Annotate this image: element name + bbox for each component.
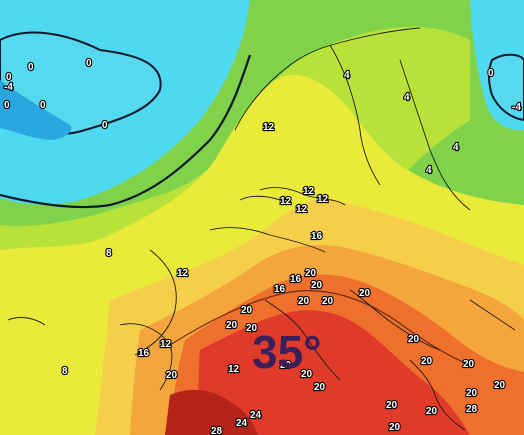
isotherm-label: 20 xyxy=(426,406,438,417)
isotherm-label: -4 xyxy=(4,82,13,93)
isotherm-label: 20 xyxy=(359,288,371,299)
isotherm-labels: 0 0 0 -4 0 0 0 4 4 4 4 12 12 12 12 12 16… xyxy=(3,57,523,435)
isotherm-label: 12 xyxy=(280,196,292,207)
isotherm-label: 0 xyxy=(488,68,494,79)
isotherm-label: 24 xyxy=(236,418,248,429)
isotherm-label: 20 xyxy=(166,370,178,381)
isotherm-label: 28 xyxy=(211,426,223,435)
isotherm-label: 4 xyxy=(404,92,410,103)
isotherm-label: 16 xyxy=(274,284,286,295)
isotherm-label: 12 xyxy=(177,268,189,279)
isotherm-label: 12 xyxy=(228,364,240,375)
headline-temperature: 35° xyxy=(252,326,322,378)
isotherm-label: 20 xyxy=(305,268,317,279)
isotherm-label: 20 xyxy=(280,360,292,371)
isotherm-label: 8 xyxy=(106,248,112,259)
isotherm-label: 0 xyxy=(28,62,34,73)
isotherm-label: 20 xyxy=(463,359,475,370)
isotherm-label: 20 xyxy=(494,380,506,391)
isotherm-label: 12 xyxy=(160,339,172,350)
isotherm-label: 20 xyxy=(226,320,238,331)
isotherm-label: 4 xyxy=(426,165,432,176)
extreme-core xyxy=(165,389,258,435)
isotherm-label: 20 xyxy=(386,400,398,411)
isotherm-label: 8 xyxy=(62,366,68,377)
isotherm-label: 20 xyxy=(322,296,334,307)
isotherm-line-0 xyxy=(0,54,252,209)
isotherm-label: -4 xyxy=(512,102,521,113)
isotherm-label: 20 xyxy=(389,422,401,433)
isotherm-label: 16 xyxy=(290,274,302,285)
isotherm-label: 20 xyxy=(298,296,310,307)
isotherm-label: 20 xyxy=(314,382,326,393)
isotherm-label: 16 xyxy=(138,348,150,359)
isotherm-label: 12 xyxy=(296,204,308,215)
isotherm-label: 20 xyxy=(408,334,420,345)
isotherm-label: 20 xyxy=(466,388,478,399)
isotherm-label: 24 xyxy=(250,410,262,421)
isotherm-label: 0 xyxy=(40,100,46,111)
isotherm-label: 20 xyxy=(246,323,258,334)
isotherm-label: 4 xyxy=(344,70,350,81)
isotherm-label: 12 xyxy=(263,122,275,133)
isotherm-label: 0 xyxy=(86,58,92,69)
isotherm-label: 20 xyxy=(301,369,313,380)
isotherm-label: 20 xyxy=(311,280,323,291)
borders xyxy=(7,27,516,431)
isotherm-label: 4 xyxy=(453,142,459,153)
isotherm-label: 0 xyxy=(4,100,10,111)
isotherm-label: 0 xyxy=(6,72,12,83)
extreme-region xyxy=(198,310,470,435)
isotherm-label: 12 xyxy=(317,194,329,205)
isotherm-line-20 xyxy=(169,290,471,366)
isotherm-label: 0 xyxy=(102,120,108,131)
isotherm-label: 20 xyxy=(421,356,433,367)
isotherm-label: 20 xyxy=(241,305,253,316)
isotherm-label: 28 xyxy=(466,404,478,415)
isotherm-label: 12 xyxy=(303,186,315,197)
cold-region-northwest-core xyxy=(0,80,72,140)
cold-region-northeast-inner xyxy=(488,53,524,122)
isotherm-label: 16 xyxy=(311,231,323,242)
